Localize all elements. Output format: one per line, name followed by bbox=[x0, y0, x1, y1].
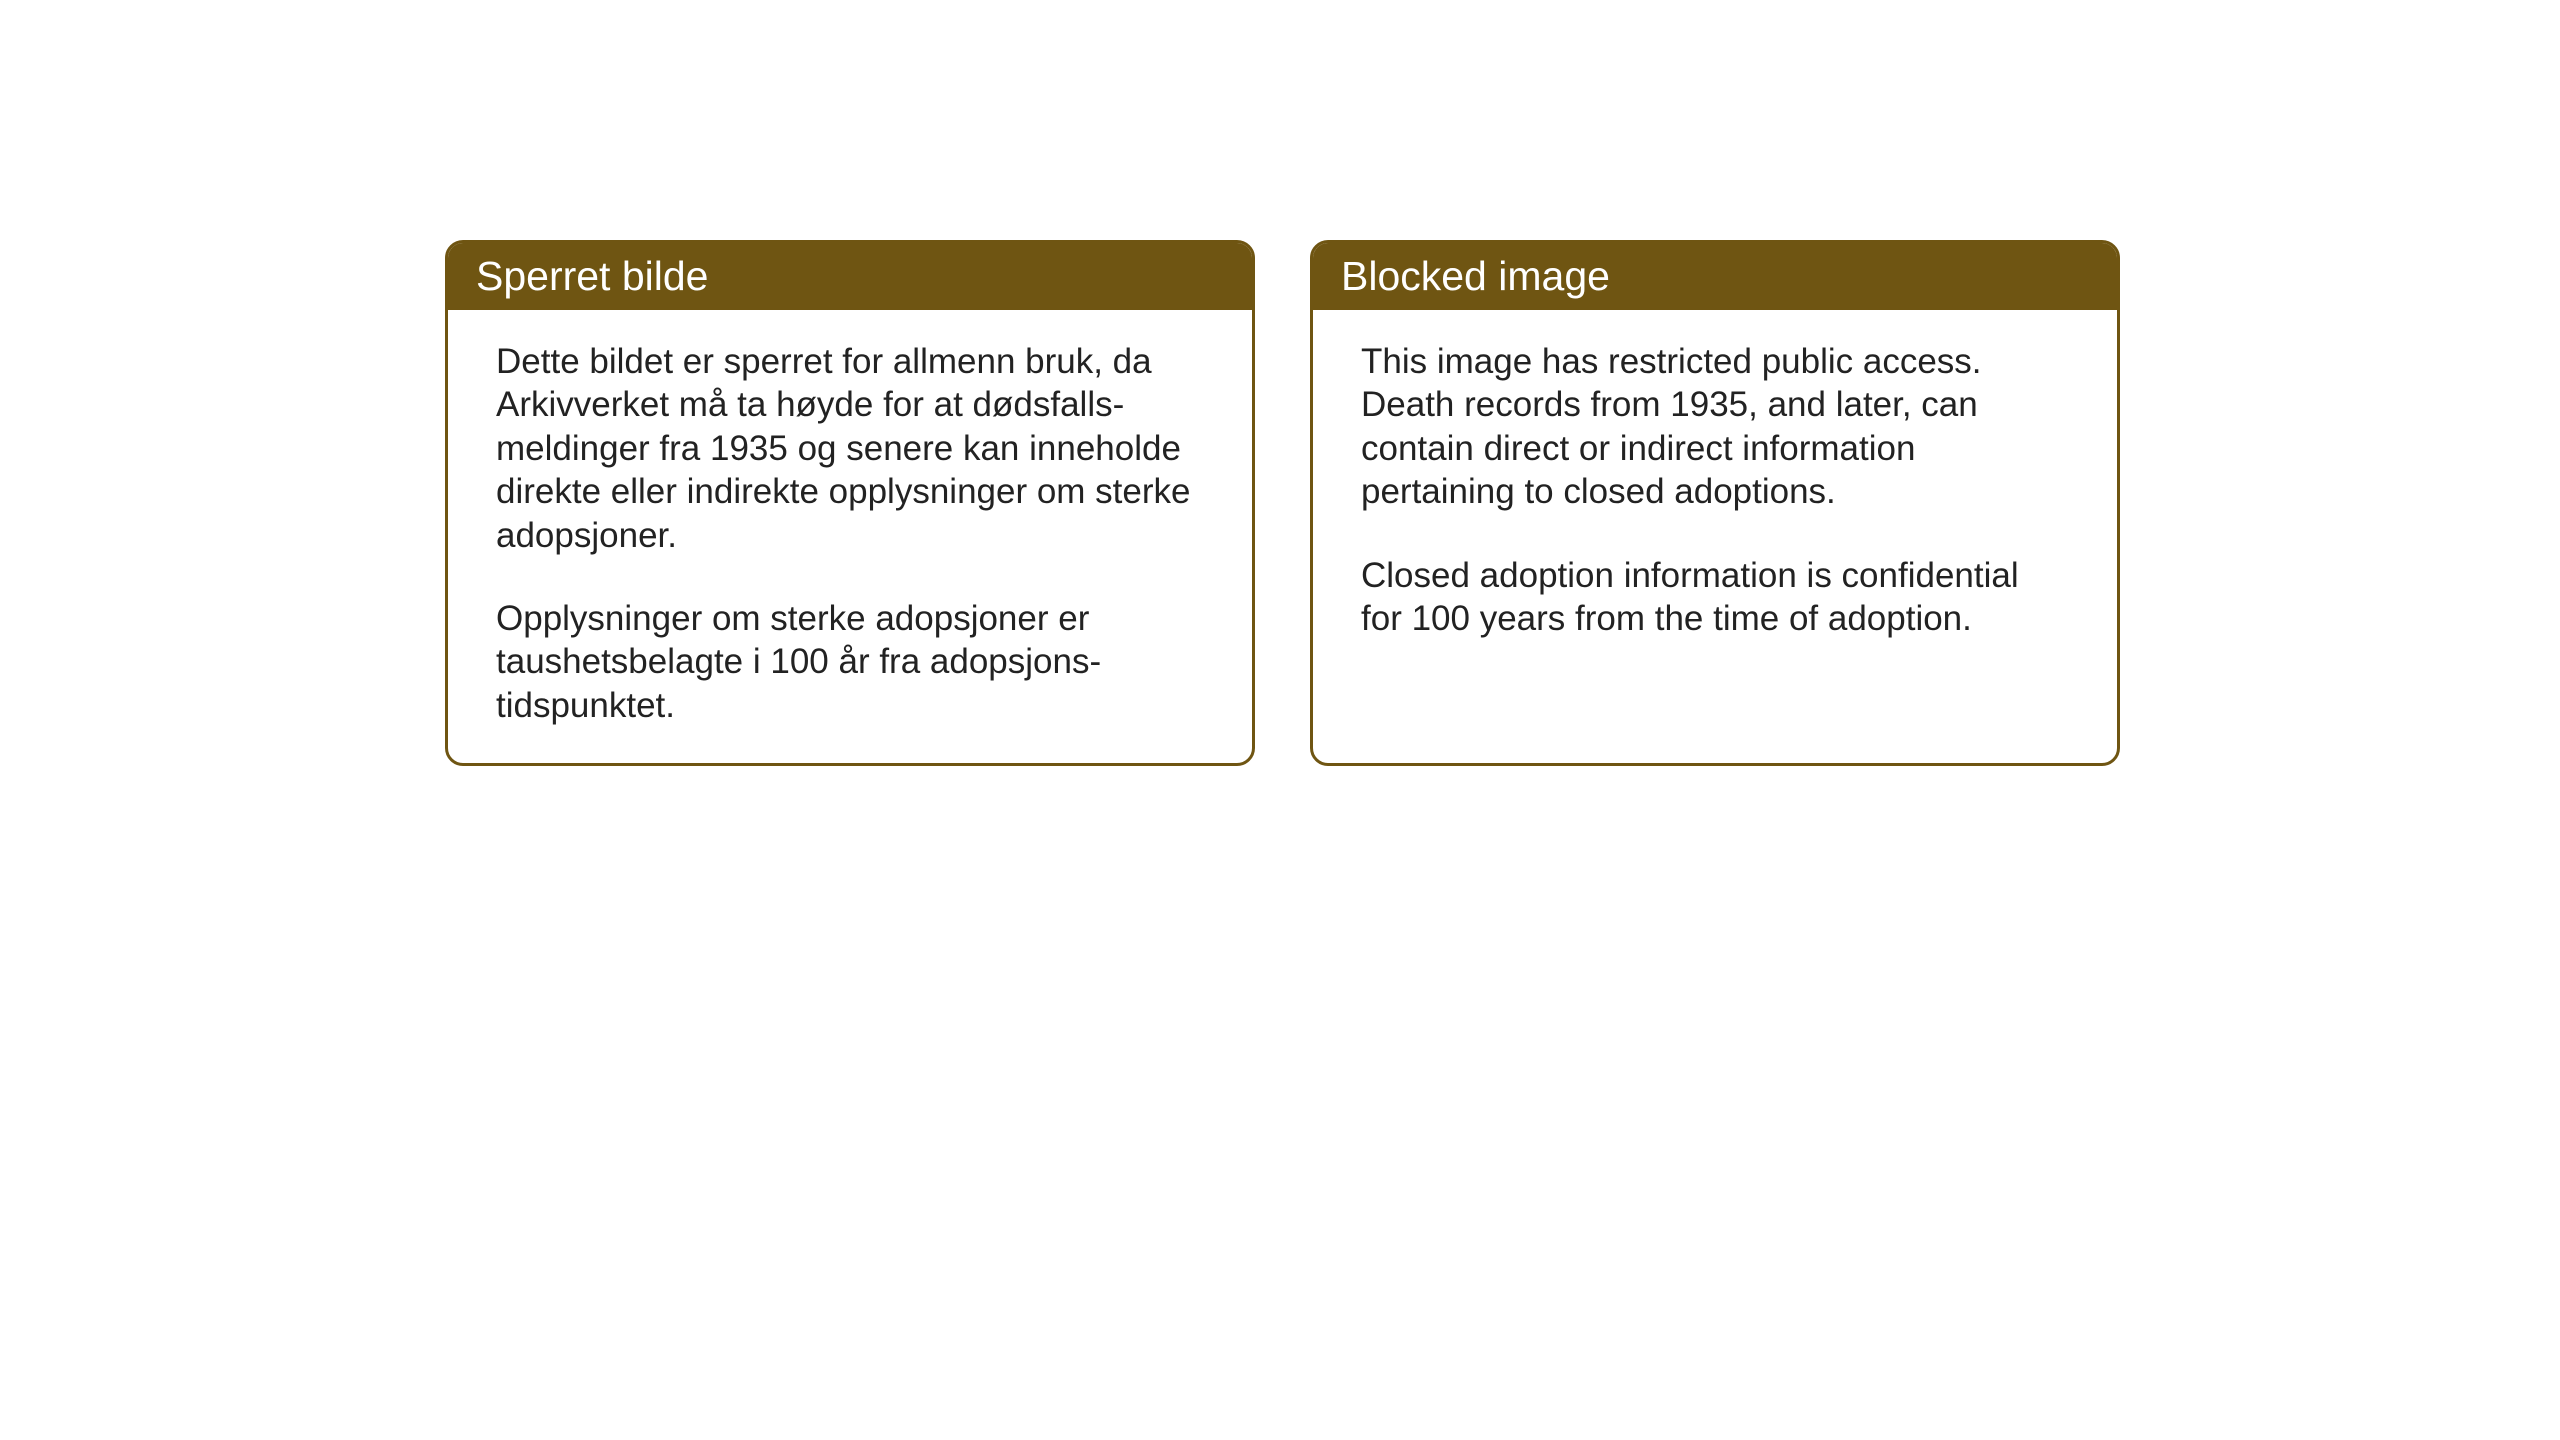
card-title-english: Blocked image bbox=[1341, 253, 1610, 299]
notice-container: Sperret bilde Dette bildet er sperret fo… bbox=[445, 240, 2120, 766]
card-header-english: Blocked image bbox=[1313, 243, 2117, 310]
notice-card-norwegian: Sperret bilde Dette bildet er sperret fo… bbox=[445, 240, 1255, 766]
card-header-norwegian: Sperret bilde bbox=[448, 243, 1252, 310]
card-body-norwegian: Dette bildet er sperret for allmenn bruk… bbox=[448, 310, 1252, 763]
card-paragraph-norwegian-1: Dette bildet er sperret for allmenn bruk… bbox=[496, 340, 1204, 557]
card-paragraph-english-2: Closed adoption information is confident… bbox=[1361, 554, 2069, 641]
notice-card-english: Blocked image This image has restricted … bbox=[1310, 240, 2120, 766]
card-paragraph-norwegian-2: Opplysninger om sterke adopsjoner er tau… bbox=[496, 597, 1204, 727]
card-body-english: This image has restricted public access.… bbox=[1313, 310, 2117, 676]
card-paragraph-english-1: This image has restricted public access.… bbox=[1361, 340, 2069, 514]
card-title-norwegian: Sperret bilde bbox=[476, 253, 708, 299]
